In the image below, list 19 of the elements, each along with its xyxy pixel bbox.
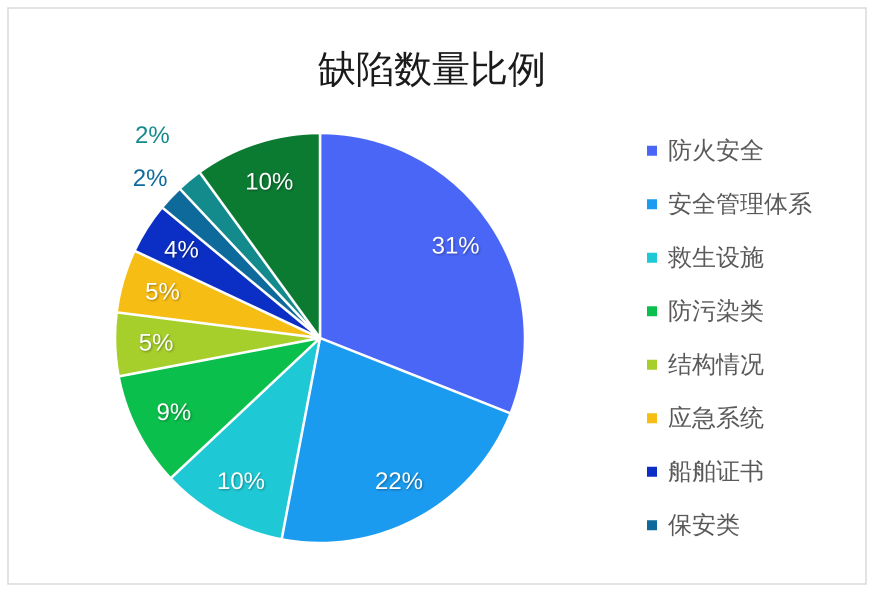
data-label: 9% <box>156 398 192 426</box>
data-label: 5% <box>138 330 174 357</box>
legend-label: 救生设施 <box>667 244 764 272</box>
data-label: 2% <box>132 165 168 192</box>
data-label: 2% <box>135 122 170 149</box>
data-label: 31% <box>432 232 480 260</box>
legend-label: 应急系统 <box>668 404 764 432</box>
legend-label: 防污染类 <box>668 298 764 325</box>
data-label: 22% <box>374 468 424 496</box>
legend-label: 防火安全 <box>668 137 764 164</box>
data-label: 4% <box>164 236 199 264</box>
legend-label: 结构情况 <box>668 351 764 378</box>
data-label: 5% <box>145 278 180 306</box>
legend-label: 安全管理体系 <box>668 190 812 218</box>
data-label: 10% <box>245 168 294 196</box>
legend-label: 船舶证书 <box>668 458 764 486</box>
chart-title: 缺陷数量比例 <box>318 49 546 91</box>
data-label: 10% <box>216 468 266 496</box>
legend-label: 保安类 <box>668 512 740 539</box>
